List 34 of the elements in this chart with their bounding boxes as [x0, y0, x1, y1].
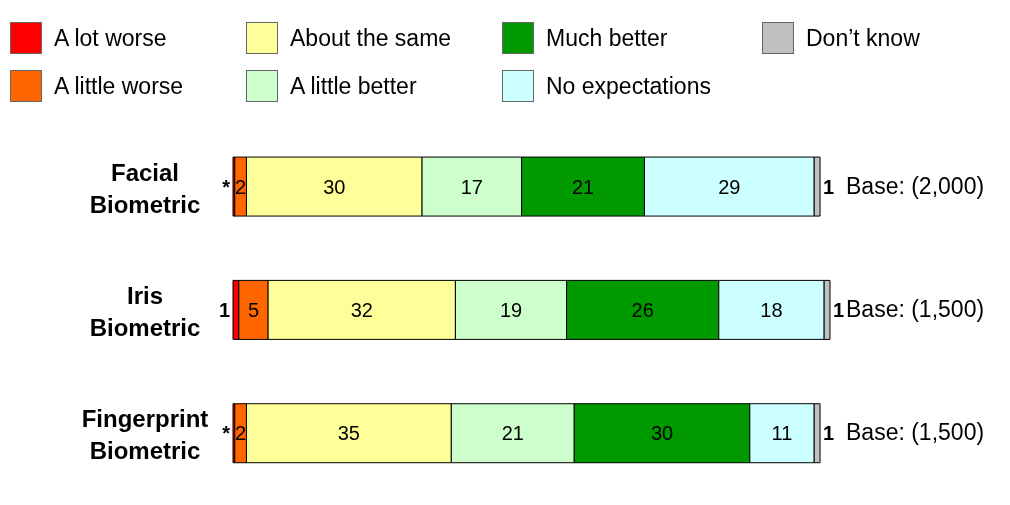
data-label: 1 [823, 175, 835, 198]
legend-label: A little better [290, 72, 417, 100]
data-label: 2 [235, 175, 247, 198]
y-tick-label: Facial Biometric [89, 158, 201, 218]
data-label: 5 [247, 298, 260, 321]
legend-label: No expectations [546, 72, 711, 100]
data-label: * [222, 175, 231, 198]
text: Base: (1,500) [846, 419, 985, 447]
data-label: 21 [501, 422, 524, 445]
data-label: 30 [323, 175, 346, 198]
data-label: 2 [235, 422, 247, 445]
y-tick-label: Fingerprint Biometric [81, 405, 209, 465]
data-label: 17 [460, 175, 483, 198]
data-label: 21 [571, 175, 595, 198]
text: Base: (2,000) [846, 172, 985, 200]
data-label: 18 [760, 298, 783, 321]
text: Base: (1,500) [846, 296, 985, 323]
data-label: 1 [823, 422, 835, 445]
data-label: 1 [218, 298, 230, 321]
y-tick-label: Iris Biometric [89, 282, 201, 341]
data-label: 32 [350, 298, 373, 321]
data-label: 26 [631, 298, 654, 321]
legend-label: About the same [290, 24, 452, 52]
legend-label: Don’t know [806, 24, 920, 52]
legend-label: A little worse [54, 72, 184, 100]
data-label: 11 [771, 422, 793, 445]
legend-label: Much better [546, 24, 668, 52]
data-label: 30 [650, 422, 674, 445]
data-label: 29 [718, 175, 741, 198]
legend-label: A lot worse [54, 24, 167, 52]
data-label: * [222, 422, 231, 445]
data-label: 1 [833, 298, 845, 321]
data-label: 19 [499, 298, 523, 321]
data-label: 35 [337, 422, 361, 445]
